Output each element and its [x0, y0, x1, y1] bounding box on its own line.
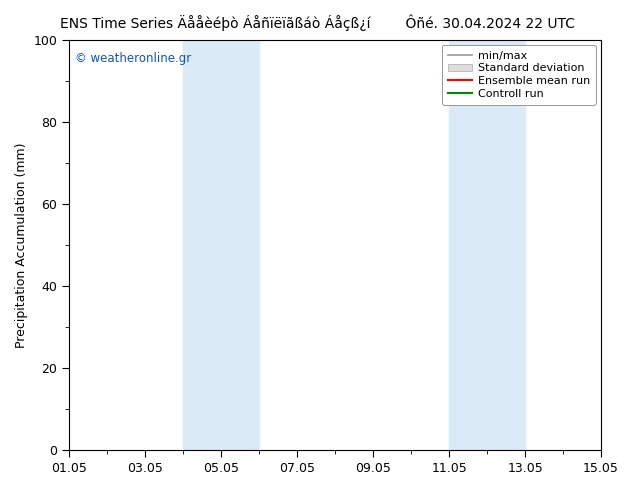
- Y-axis label: Precipitation Accumulation (mm): Precipitation Accumulation (mm): [15, 142, 28, 347]
- Legend: min/max, Standard deviation, Ensemble mean run, Controll run: min/max, Standard deviation, Ensemble me…: [442, 45, 595, 104]
- Text: © weatheronline.gr: © weatheronline.gr: [75, 52, 191, 65]
- Bar: [183, 40, 259, 450]
- Bar: [449, 40, 525, 450]
- Text: ENS Time Series Äååèéþò Áåñïëïãßáò Áåçß¿í        Ôñé. 30.04.2024 22 UTC: ENS Time Series Äååèéþò Áåñïëïãßáò Áåçß¿…: [60, 15, 574, 31]
